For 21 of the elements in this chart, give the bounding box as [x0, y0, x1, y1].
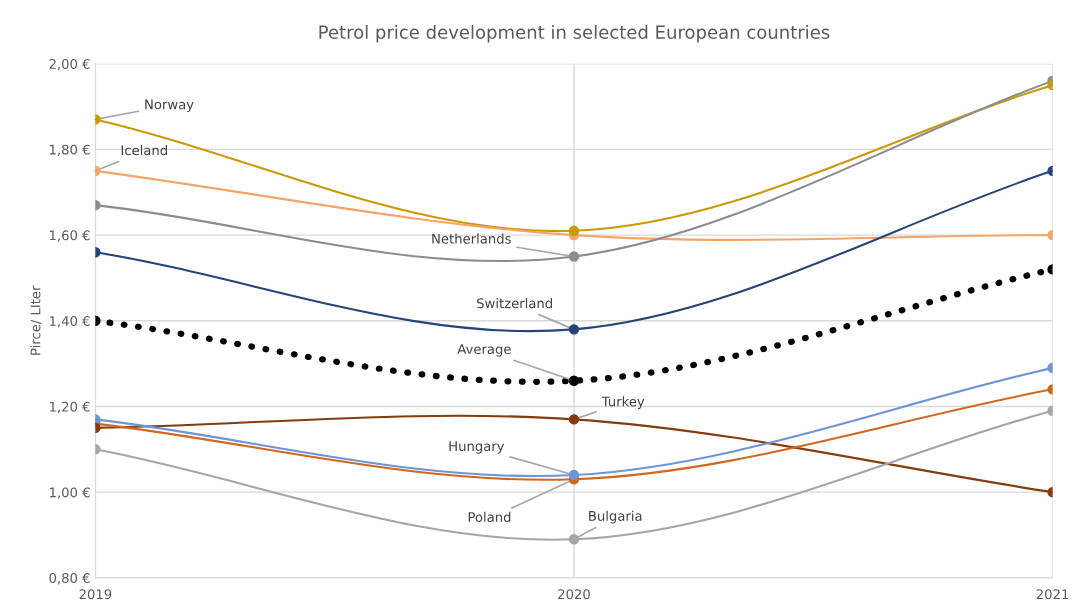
chart-title: Petrol price development in selected European countries [319, 25, 830, 43]
series-label: Iceland [121, 145, 167, 156]
series-label: Norway [145, 99, 194, 112]
x-tick-label: 2019 [79, 589, 112, 600]
x-tick-label: 2020 [558, 589, 590, 600]
series-label: Switzerland [477, 297, 552, 309]
series-label: Average [457, 344, 511, 357]
y-tick-label: 1,60 € [50, 230, 90, 242]
series-label: Hungary [449, 441, 505, 454]
series-label: Bulgaria [589, 510, 642, 524]
y-tick-label: 1,80 € [50, 144, 90, 156]
y-tick-label: 2,00 € [49, 58, 90, 71]
y-tick-label: 1,20 € [50, 401, 90, 414]
y-axis-title: Pirce/ LIter [30, 285, 42, 355]
y-tick-label: 1,40 € [50, 316, 90, 328]
text: Poland [468, 511, 511, 523]
series-label: Turkey [601, 396, 645, 410]
series-label: Netherlands [432, 233, 511, 244]
y-tick-label: 1,00 € [50, 487, 90, 499]
y-tick-label: 0,80 € [49, 573, 90, 585]
x-tick-label: 2021 [1036, 589, 1069, 600]
